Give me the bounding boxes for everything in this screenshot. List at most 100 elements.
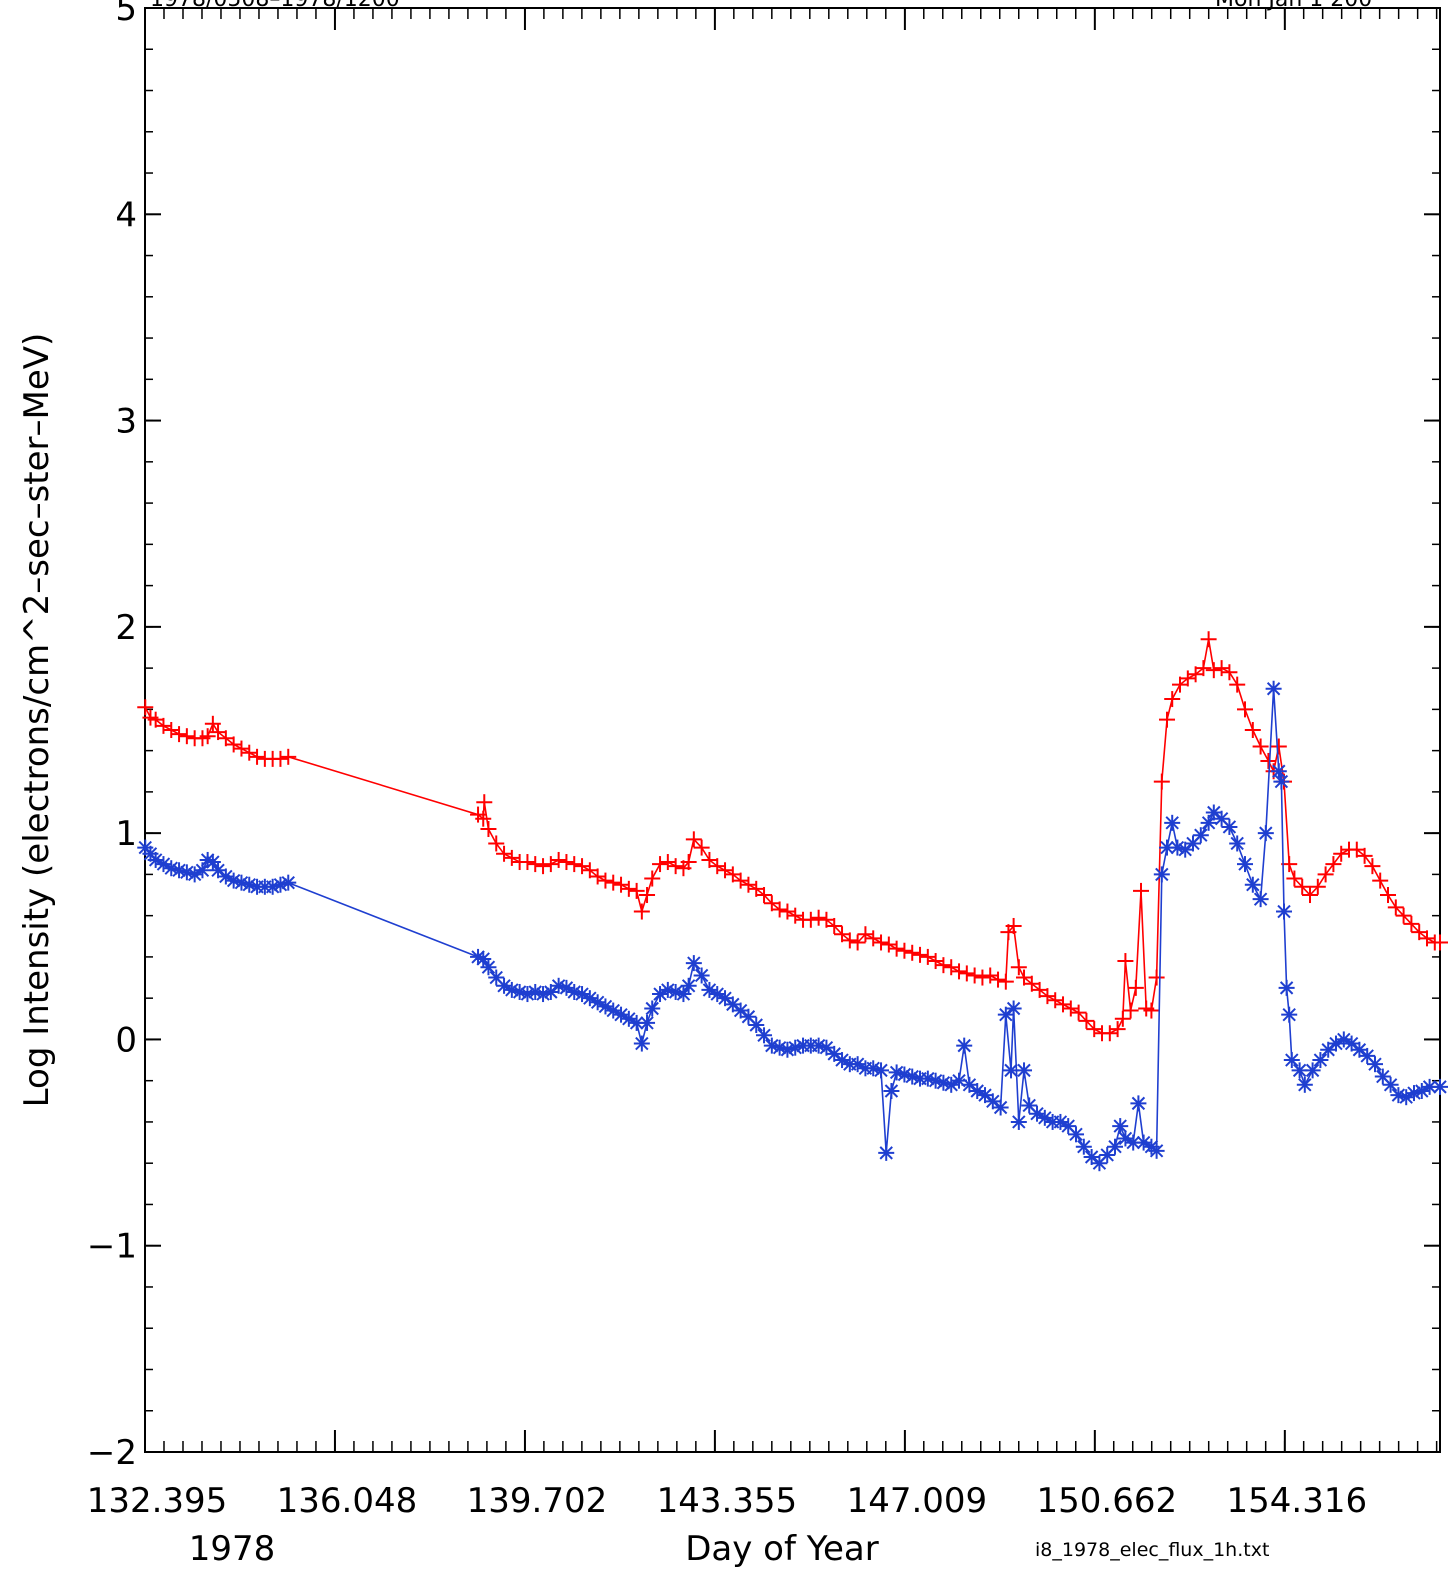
axes: −2 −1 0 1 2 3 4 5 132.395 136.048 139.702 143.355 14… [87,0,1441,1521]
data-point [1143,1002,1160,1019]
data-point [628,882,645,899]
data-point [1016,1062,1033,1079]
data-point [1068,1126,1085,1143]
data-point [1265,680,1282,697]
data-point [1130,1095,1147,1112]
data-point [163,722,180,738]
data-point [1281,1006,1298,1023]
data-point [779,903,796,920]
data-point [620,1010,637,1027]
data-point [984,1093,1001,1110]
data-point [927,953,944,970]
data-point [873,934,890,951]
y-tick-label: 1 [115,814,137,854]
data-point [1270,738,1287,755]
data-point [1112,1118,1129,1135]
data-point [1291,1062,1308,1079]
data-point [880,936,897,953]
data-point [1328,1035,1345,1052]
data-point [685,955,702,972]
data-point [1075,1138,1092,1155]
data-point [857,926,874,943]
data-point [1127,979,1144,996]
data-point [919,948,936,965]
data-point [605,874,622,891]
data-point [659,981,676,998]
data-point [1010,1113,1027,1130]
data-point [527,856,544,873]
data-point [1281,856,1298,873]
data-point [542,856,559,873]
data-point [740,876,757,893]
data-point [992,1099,1009,1116]
data-point [1252,891,1269,908]
data-point [1062,1000,1079,1017]
data-point [476,794,493,811]
data-point [974,969,991,986]
data-point [841,932,858,949]
data-point [1205,804,1222,821]
data-point [1367,1056,1384,1073]
data-point [620,880,637,897]
series-1 [137,631,1448,1042]
data-point [519,854,536,871]
data-point [956,1037,973,1054]
data-point [1229,835,1246,852]
data-point [1356,847,1373,864]
data-point [210,862,227,879]
data-point [1257,825,1274,842]
data-point [849,934,866,951]
data-point [865,930,882,947]
data-point [1260,752,1277,769]
data-point [1205,662,1222,679]
data-point [1296,1076,1313,1093]
data-point [597,872,614,889]
data-point [1278,979,1295,996]
data-point [802,911,819,928]
plot-frame [144,7,1441,1453]
data-point [1382,1076,1399,1093]
data-point [178,728,195,745]
data-point [480,959,497,976]
data-point [550,977,567,994]
data-point [680,854,697,871]
data-point [639,887,656,904]
data-point [1148,1142,1165,1159]
data-point [155,717,172,734]
data-point [1213,660,1230,677]
data-point [693,839,710,856]
data-point [1099,1146,1116,1163]
y-tick-label: −1 [87,1227,137,1267]
data-point [1221,664,1238,681]
data-point [475,950,492,967]
data-point [644,870,661,887]
data-point [1164,814,1181,831]
data-point [574,986,591,1003]
series-line [144,688,1440,1165]
data-point [1005,917,1022,934]
data-point [496,845,513,862]
data-point [1333,845,1350,862]
data-point [644,1000,661,1017]
x-tick-label: 154.316 [1227,1481,1368,1521]
header-right-text: Mon Jan 1 200 [1215,0,1372,12]
data-point [888,940,905,957]
series-line [144,639,1440,1034]
x-tick-label: 136.048 [277,1481,418,1521]
data-point [633,1035,650,1052]
data-point [1325,856,1342,873]
data-point [667,858,684,875]
data-point [966,967,983,984]
data-point [503,849,520,866]
data-point [1107,1138,1124,1155]
x-tick-label: 132.395 [87,1481,228,1521]
data-point [990,971,1007,988]
data-point [488,835,505,852]
data-point [1177,841,1194,858]
data-point [519,986,536,1003]
data-point [1114,1010,1131,1027]
data-point [633,903,650,920]
data-point [1244,722,1261,738]
data-point [717,862,734,879]
data-point [1273,773,1290,790]
